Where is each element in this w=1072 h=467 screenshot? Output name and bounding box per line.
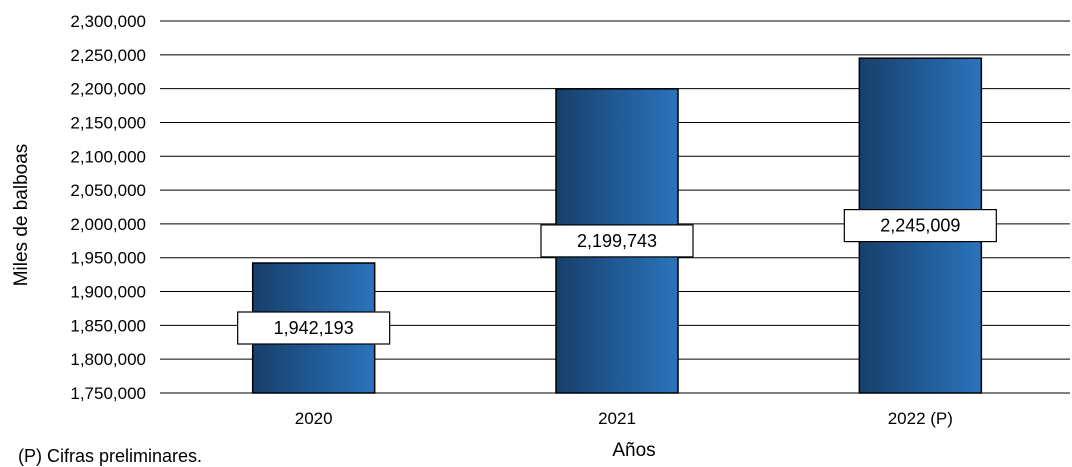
y-tick-label: 1,950,000 (70, 249, 146, 268)
y-axis-tick-labels: 1,750,000 1,800,000 1,850,000 1,900,000 1,95… (70, 12, 146, 403)
x-axis-title: Años (612, 440, 655, 461)
footnote: (P) Cifras preliminares. (18, 446, 203, 466)
y-tick-label: 2,250,000 (70, 46, 146, 65)
data-labels: 1,942,193 2,199,743 2,245,009 (237, 208, 997, 345)
data-label: 1,942,193 (274, 318, 354, 338)
y-axis-title: Miles de balboas (11, 144, 32, 287)
y-tick-label: 2,200,000 (70, 80, 146, 99)
y-tick-label: 1,800,000 (70, 350, 146, 369)
data-label: 2,199,743 (577, 231, 657, 251)
y-tick-label: 1,750,000 (70, 384, 146, 403)
y-tick-label: 2,000,000 (70, 215, 146, 234)
y-tick-label: 2,100,000 (70, 147, 146, 166)
y-tick-label: 2,150,000 (70, 113, 146, 132)
x-axis-tick-labels: 2020 2021 2022 (P) (295, 409, 953, 428)
data-label-box (237, 311, 391, 345)
data-label: 2,245,009 (880, 216, 960, 236)
y-tick-label: 1,850,000 (70, 316, 146, 335)
y-tick-label: 1,900,000 (70, 283, 146, 302)
x-tick-label: 2020 (295, 409, 333, 428)
x-tick-label: 2021 (598, 409, 636, 428)
y-tick-label: 2,300,000 (70, 12, 146, 31)
x-tick-label: 2022 (P) (888, 409, 953, 428)
data-label-box (540, 224, 694, 258)
y-tick-label: 2,050,000 (70, 181, 146, 200)
data-label-box (843, 208, 997, 243)
